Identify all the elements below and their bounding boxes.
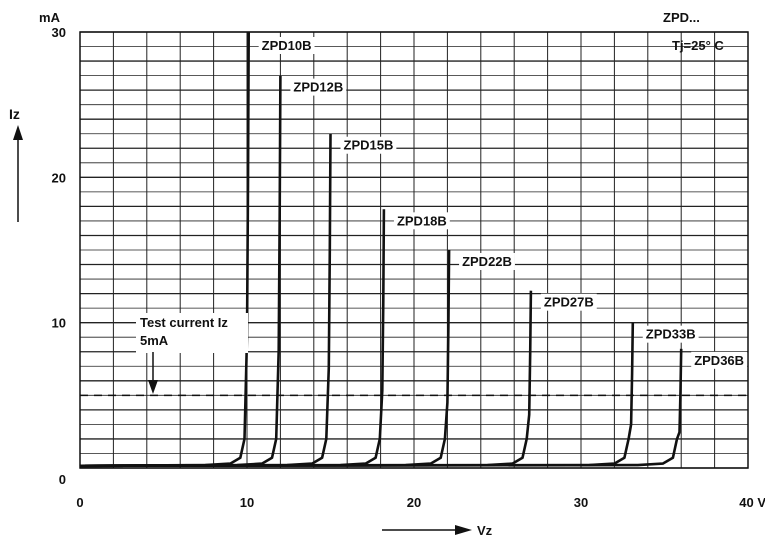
temperature-note: Tj=25° C: [672, 38, 724, 53]
series-curve-zpd36b: [79, 348, 683, 468]
axes: 0 10 20 30 0 10 20 30: [52, 25, 589, 510]
grid: [79, 31, 749, 469]
series-label-bg: [691, 351, 748, 369]
series-curve-zpd10b: [79, 31, 250, 468]
y-tick-label: 0: [59, 472, 66, 487]
x-tick-label: 30: [574, 495, 588, 510]
y-tick-label: 20: [52, 170, 66, 185]
series-label-zpd36b: ZPD36B: [694, 353, 744, 368]
x-tick-label: 20: [407, 495, 421, 510]
y-tick-label: 10: [52, 316, 66, 331]
y-tick-label: 30: [52, 25, 66, 40]
series-label-bg: [540, 293, 597, 311]
series-label-zpd27b: ZPD27B: [544, 295, 594, 310]
series-label-zpd10b: ZPD10B: [262, 38, 312, 53]
series-label-bg: [340, 136, 397, 154]
x-tick-label: 0: [76, 495, 83, 510]
series-label-bg: [459, 253, 515, 270]
y-unit-label: mA: [39, 10, 61, 25]
series-label-zpd15b: ZPD15B: [344, 138, 394, 153]
series-label-bg: [393, 212, 450, 230]
x-axis-arrow: [382, 525, 472, 535]
test-current-arrow: [148, 352, 158, 394]
plot-border: [79, 31, 749, 469]
series-label-zpd22b: ZPD22B: [462, 254, 512, 269]
series-label-bg: [258, 37, 315, 54]
x-axis-label: Vz: [477, 523, 493, 538]
x-axis-end-label: 40 V: [739, 495, 765, 510]
series-label-zpd18b: ZPD18B: [397, 213, 447, 228]
series-label-bg: [642, 325, 699, 343]
test-current-label: Test current Iz: [140, 315, 228, 330]
x-tick-label: 10: [240, 495, 254, 510]
series-curve-zpd22b: [79, 249, 451, 468]
plot-frame: [79, 31, 749, 469]
series-label-zpd33b: ZPD33B: [646, 327, 696, 342]
y-axis-label: Iz: [9, 106, 20, 122]
test-current-value: 5mA: [140, 333, 169, 348]
series-curve-zpd15b: [79, 133, 332, 468]
chart-title: ZPD...: [663, 10, 700, 25]
test-current-label-bg: [136, 313, 248, 353]
series-curves: [79, 31, 683, 468]
series-label-zpd12b: ZPD12B: [293, 80, 343, 95]
series-labels: ZPD10B ZPD12B ZPD15B ZPD18B ZPD22B ZPD27B ZPD3…: [258, 37, 748, 369]
series-label-bg: [290, 78, 347, 96]
y-axis-arrow: [13, 125, 23, 222]
